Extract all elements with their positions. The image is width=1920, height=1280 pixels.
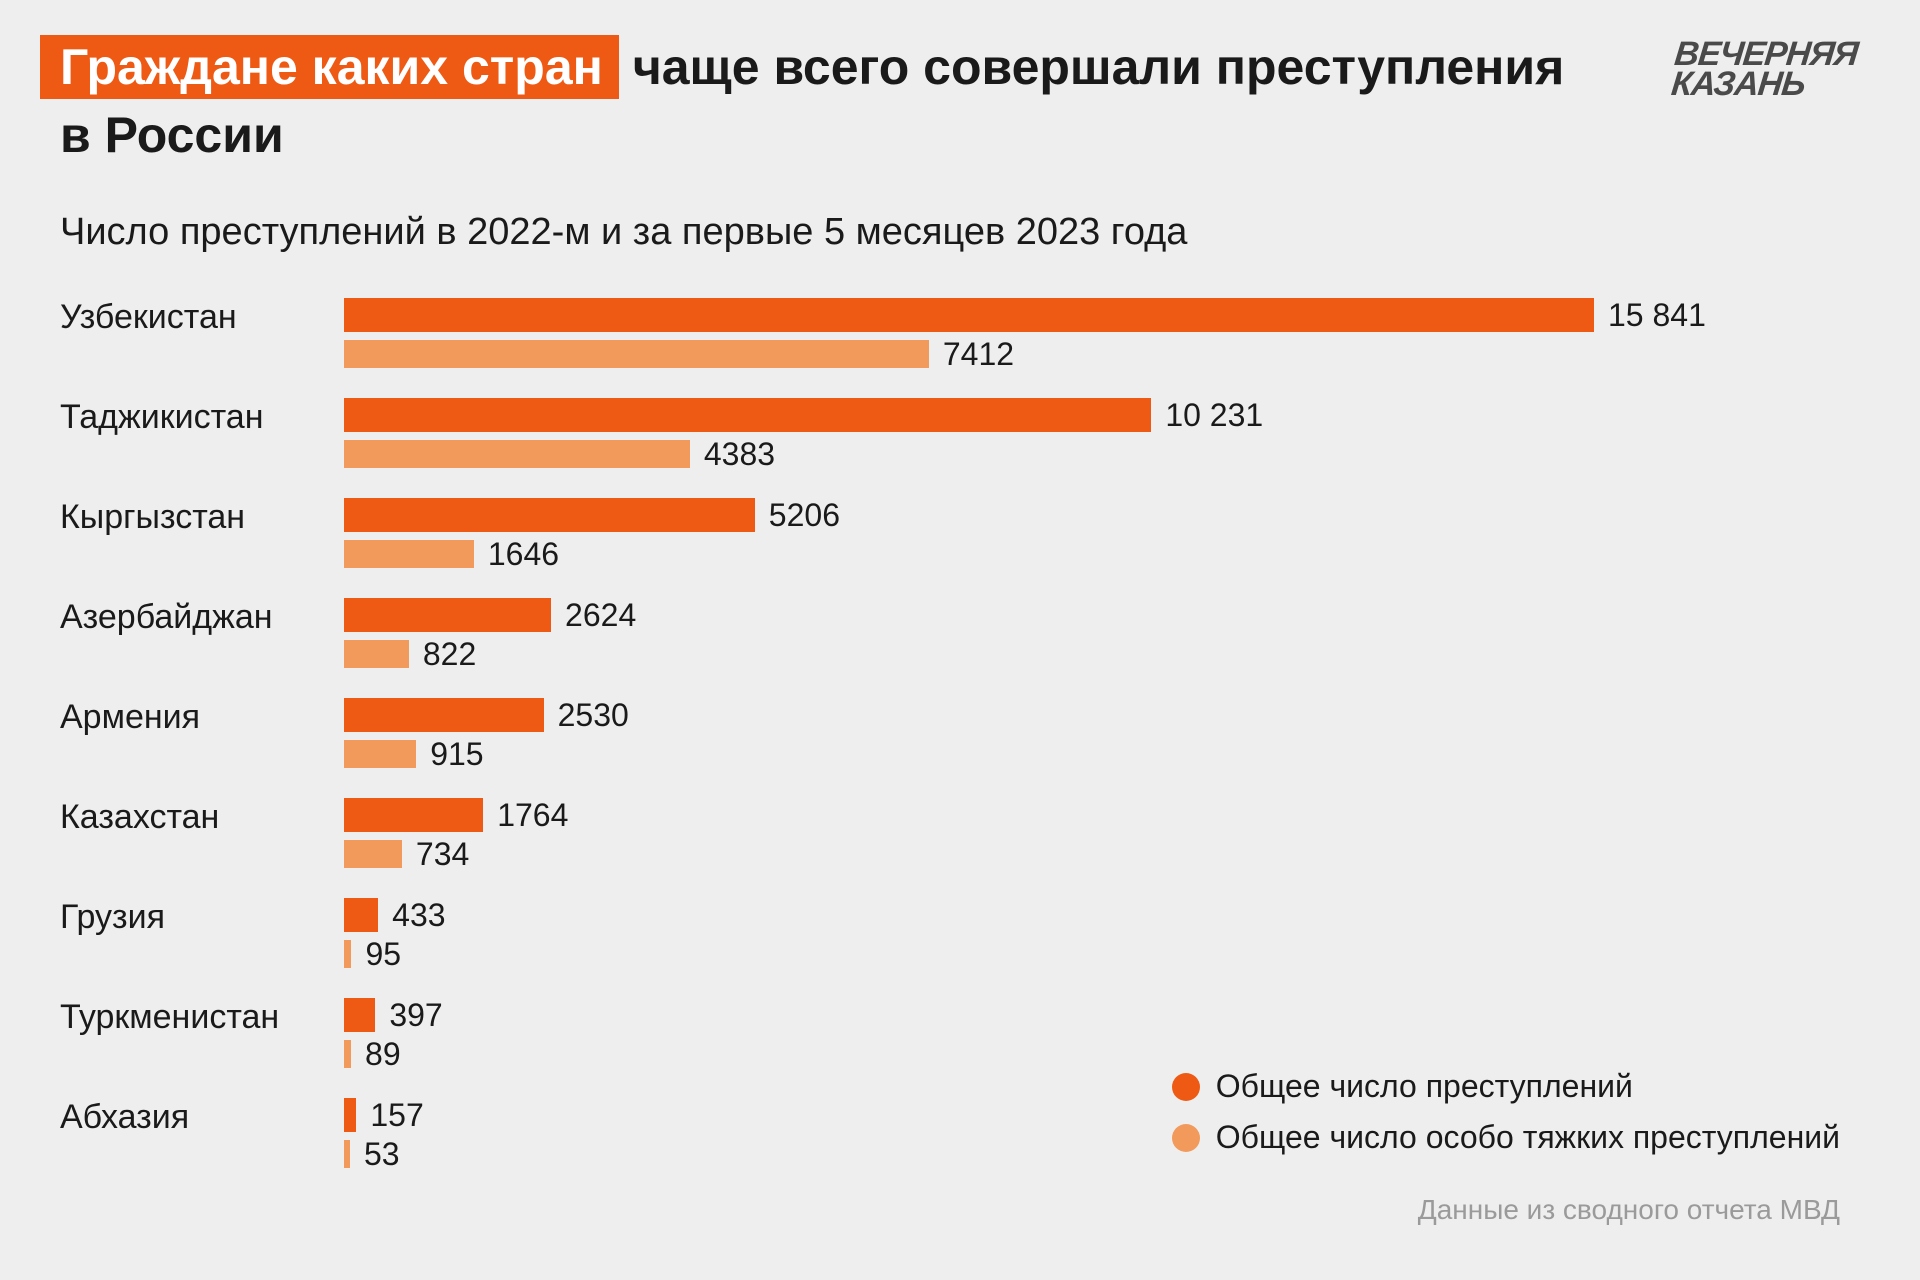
- bar-primary: [344, 498, 755, 532]
- value-primary: 397: [389, 997, 442, 1034]
- legend-label: Общее число преступлений: [1216, 1068, 1633, 1105]
- value-primary: 15 841: [1608, 297, 1706, 334]
- bar-secondary: [344, 840, 402, 868]
- bar-secondary: [344, 1040, 351, 1068]
- value-primary: 1764: [497, 797, 568, 834]
- logo-line2: КАЗАНЬ: [1670, 70, 1856, 100]
- chart-title: Граждане каких стран чаще всего совершал…: [60, 34, 1580, 169]
- legend-label: Общее число особо тяжких преступлений: [1216, 1119, 1840, 1156]
- value-primary: 157: [370, 1097, 423, 1134]
- value-secondary: 89: [365, 1036, 401, 1073]
- category-label: Кыргызстан: [60, 498, 344, 537]
- category-label: Узбекистан: [60, 298, 344, 337]
- category-label: Грузия: [60, 898, 344, 937]
- title-highlight: Граждане каких стран: [40, 35, 619, 99]
- chart-row: Кыргызстан52061646: [60, 498, 1860, 568]
- value-primary: 2624: [565, 597, 636, 634]
- value-primary: 433: [392, 897, 445, 934]
- chart-row: Туркменистан39789: [60, 998, 1860, 1068]
- bar-primary: [344, 998, 375, 1032]
- bars-group: 2624822: [344, 598, 1860, 668]
- bars-group: 10 2314383: [344, 398, 1860, 468]
- bar-secondary: [344, 340, 929, 368]
- data-source: Данные из сводного отчета МВД: [1418, 1194, 1840, 1226]
- value-primary: 2530: [558, 697, 629, 734]
- value-secondary: 1646: [488, 536, 559, 573]
- category-label: Казахстан: [60, 798, 344, 837]
- bars-group: 39789: [344, 998, 1860, 1068]
- infographic-canvas: ВЕЧЕРНЯЯ КАЗАНЬ Граждане каких стран чащ…: [0, 0, 1920, 1280]
- bar-secondary: [344, 640, 409, 668]
- category-label: Азербайджан: [60, 598, 344, 637]
- bar-primary: [344, 398, 1151, 432]
- bar-primary: [344, 298, 1594, 332]
- chart-row: Грузия43395: [60, 898, 1860, 968]
- chart-row: Армения2530915: [60, 698, 1860, 768]
- value-primary: 10 231: [1165, 397, 1263, 434]
- chart-row: Таджикистан10 2314383: [60, 398, 1860, 468]
- bar-primary: [344, 698, 544, 732]
- value-secondary: 4383: [704, 436, 775, 473]
- value-secondary: 53: [364, 1136, 400, 1173]
- legend: Общее число преступлений Общее число особ…: [1172, 1068, 1840, 1170]
- bars-group: 52061646: [344, 498, 1860, 568]
- bar-secondary: [344, 940, 351, 968]
- category-label: Абхазия: [60, 1098, 344, 1137]
- bar-primary: [344, 798, 483, 832]
- legend-item: Общее число особо тяжких преступлений: [1172, 1119, 1840, 1156]
- publisher-logo: ВЕЧЕРНЯЯ КАЗАНЬ: [1670, 40, 1859, 100]
- category-label: Туркменистан: [60, 998, 344, 1037]
- value-secondary: 734: [416, 836, 469, 873]
- chart-subtitle: Число преступлений в 2022-м и за первые …: [60, 211, 1860, 254]
- chart-row: Казахстан1764734: [60, 798, 1860, 868]
- chart-row: Азербайджан2624822: [60, 598, 1860, 668]
- bar-primary: [344, 598, 551, 632]
- value-secondary: 7412: [943, 336, 1014, 373]
- legend-swatch: [1172, 1073, 1200, 1101]
- category-label: Армения: [60, 698, 344, 737]
- value-secondary: 915: [430, 736, 483, 773]
- bar-secondary: [344, 1140, 350, 1168]
- bars-group: 1764734: [344, 798, 1860, 868]
- bar-secondary: [344, 540, 474, 568]
- category-label: Таджикистан: [60, 398, 344, 437]
- value-secondary: 822: [423, 636, 476, 673]
- value-secondary: 95: [365, 936, 401, 973]
- bars-group: 43395: [344, 898, 1860, 968]
- bar-primary: [344, 1098, 356, 1132]
- bar-primary: [344, 898, 378, 932]
- bar-secondary: [344, 740, 416, 768]
- bar-chart: Узбекистан15 8417412Таджикистан10 231438…: [60, 298, 1860, 1168]
- value-primary: 5206: [769, 497, 840, 534]
- legend-item: Общее число преступлений: [1172, 1068, 1840, 1105]
- bars-group: 2530915: [344, 698, 1860, 768]
- chart-row: Узбекистан15 8417412: [60, 298, 1860, 368]
- bars-group: 15 8417412: [344, 298, 1860, 368]
- legend-swatch: [1172, 1124, 1200, 1152]
- bar-secondary: [344, 440, 690, 468]
